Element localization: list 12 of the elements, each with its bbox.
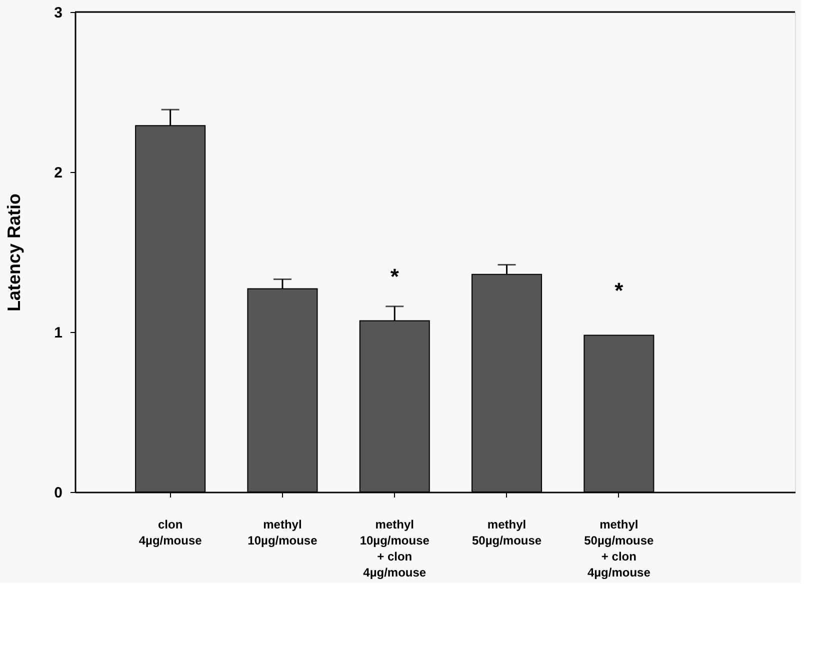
y-axis-title: Latency Ratio bbox=[4, 193, 24, 312]
x-tick-label: methyl 10µg/mouse + clon 4µg/mouse bbox=[360, 518, 430, 580]
y-tick-label: 2 bbox=[54, 164, 62, 182]
x-tick-label: methyl 10µg/mouse bbox=[248, 518, 318, 548]
x-tick-label: methyl 50µg/mouse + clon 4µg/mouse bbox=[584, 518, 654, 580]
annotation: * bbox=[614, 278, 624, 304]
y-tick-label: 3 bbox=[54, 4, 62, 22]
y-tick-label: 1 bbox=[54, 324, 62, 342]
y-tick-label: 0 bbox=[54, 484, 62, 502]
x-tick-label: clon 4µg/mouse bbox=[138, 518, 202, 548]
annotation: * bbox=[390, 264, 400, 289]
x-tick-label: methyl 50µg/mouse bbox=[472, 518, 542, 548]
